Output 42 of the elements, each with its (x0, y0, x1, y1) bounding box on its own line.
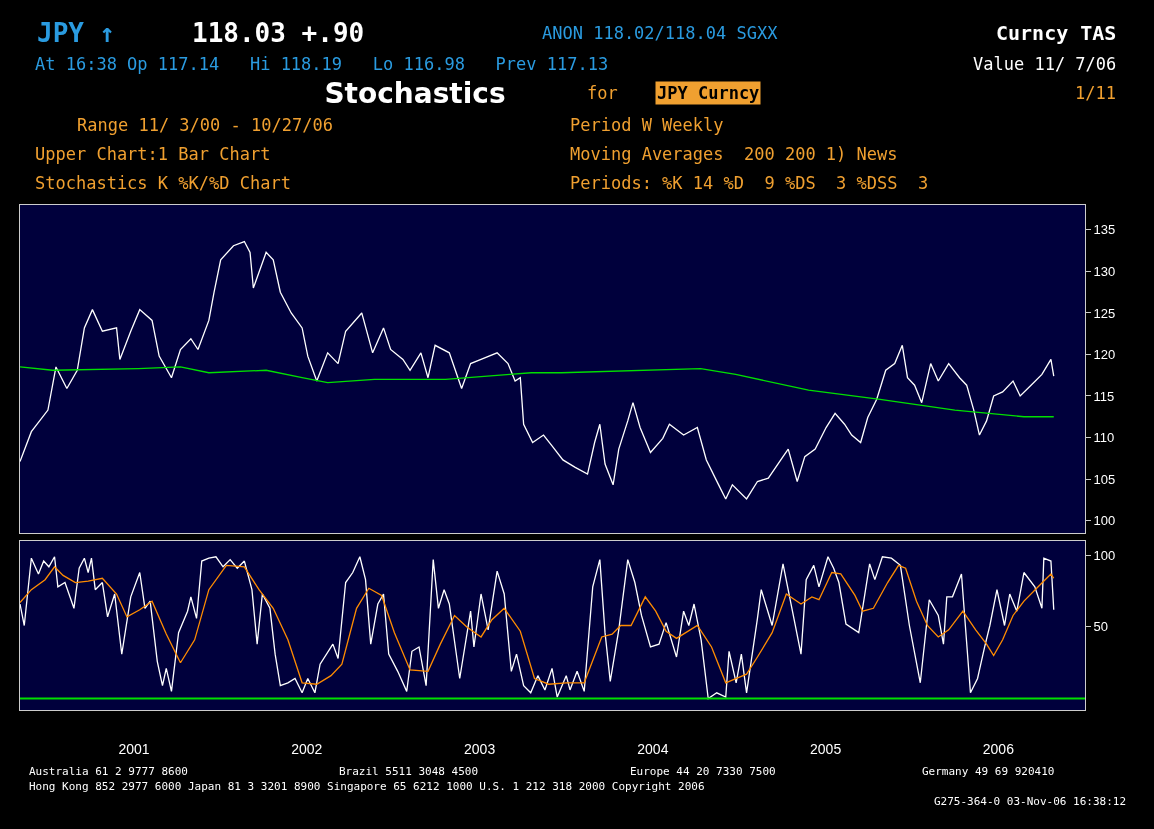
line-series (20, 564, 1055, 685)
x-tick-label: 2001 (118, 740, 150, 757)
text: for (587, 83, 618, 103)
text: Upper Chart:1 Bar Chart (35, 144, 271, 164)
text: 1/11 (1075, 83, 1116, 103)
text: 118.03 +.90 (192, 18, 365, 48)
text: ANON 118.02/118.04 SGXX (542, 23, 779, 43)
text: Value 11/ 7/06 (973, 54, 1117, 74)
line-series (20, 240, 1055, 500)
text: Curncy TAS (996, 21, 1117, 45)
text: JPY ↑ (37, 18, 116, 48)
y-tick-label: 105 (1093, 471, 1116, 487)
text: Germany 49 69 920410 (922, 765, 1055, 778)
y-tick-label: 130 (1093, 263, 1116, 279)
text: Stochastics K %K/%D Chart (35, 173, 291, 193)
text: Australia 61 2 9777 8600 (29, 765, 188, 778)
text: Range 11/ 3/00 - 10/27/06 (77, 115, 333, 135)
x-tick-label: 2003 (464, 740, 496, 757)
x-tick-label: 2005 (810, 740, 842, 757)
text: Moving Averages 200 200 1) News (570, 144, 898, 164)
y-tick-label: 50 (1093, 619, 1109, 635)
line-series (20, 366, 1055, 418)
y-tick-label: 115 (1093, 388, 1115, 404)
line-series (20, 556, 1055, 700)
y-tick-label: 100 (1093, 513, 1116, 529)
x-tick-label: 2006 (982, 740, 1015, 757)
text: G275-364-0 03-Nov-06 16:38:12 (934, 795, 1127, 808)
chart-title: Stochastics (324, 76, 506, 110)
x-tick-label: 2002 (291, 740, 323, 757)
y-tick-label: 100 (1093, 547, 1116, 563)
text: Europe 44 20 7330 7500 (630, 765, 776, 778)
y-tick-label: 120 (1093, 347, 1116, 363)
x-tick-label: 2004 (637, 740, 669, 757)
text: Hong Kong 852 2977 6000 Japan 81 3 3201 8900 Singapore 65 6212 1000 U.S. 1 212 318 2000 Copyright 2006 (29, 780, 705, 793)
y-tick-label: 135 (1093, 222, 1116, 238)
text: JPY Curncy (657, 83, 760, 103)
y-tick-label: 125 (1093, 305, 1116, 321)
text: Period W Weekly (570, 115, 724, 135)
y-tick-label: 110 (1093, 430, 1115, 446)
text: Brazil 5511 3048 4500 (339, 765, 479, 778)
text: At 16:38 Op 117.14 Hi 118.19 Lo 116.98 Prev 117.13 (35, 54, 609, 74)
text: Periods: %K 14 %D 9 %DS 3 %DSS 3 (570, 173, 929, 193)
